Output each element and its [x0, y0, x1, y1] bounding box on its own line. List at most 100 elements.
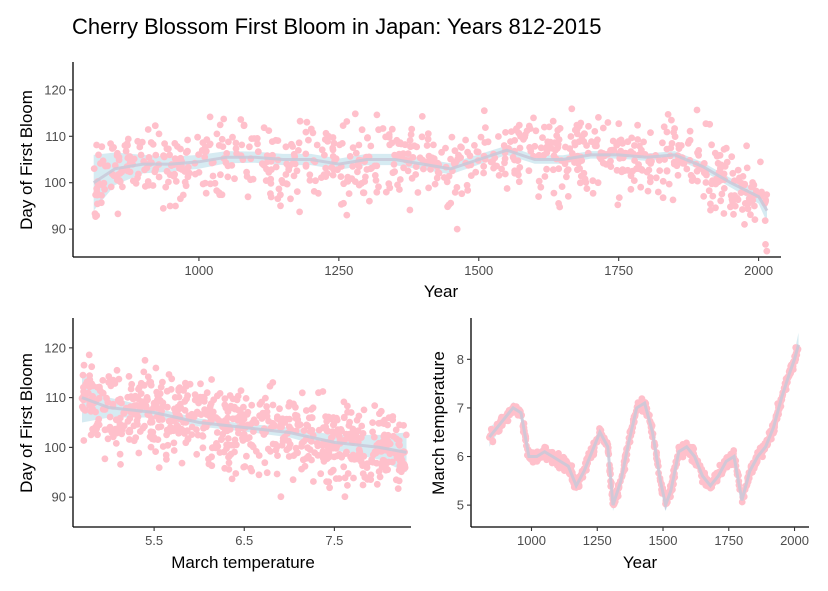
data-point: [462, 136, 469, 144]
data-point: [157, 383, 165, 391]
data-point: [90, 165, 98, 173]
data-point: [174, 407, 182, 414]
data-point: [95, 151, 102, 159]
data-point: [364, 134, 371, 142]
data-point: [226, 452, 234, 460]
data-point: [637, 183, 645, 191]
data-point: [370, 433, 378, 441]
data-point: [341, 474, 349, 482]
data-point: [394, 485, 402, 492]
data-point: [318, 146, 326, 154]
data-point: [107, 183, 115, 191]
data-point: [184, 147, 191, 155]
data-point: [375, 468, 383, 475]
data-point: [721, 163, 729, 170]
data-point: [408, 174, 416, 182]
data-point: [111, 380, 119, 387]
x-axis-title: March temperature: [171, 553, 315, 572]
data-point: [178, 459, 186, 467]
data-point: [219, 143, 227, 151]
data-point: [303, 118, 311, 126]
data-point: [182, 182, 190, 190]
data-point: [283, 415, 290, 423]
data-point: [237, 387, 245, 394]
data-point: [746, 198, 754, 205]
data-point: [238, 141, 246, 149]
data-point: [351, 178, 359, 186]
data-point: [274, 137, 282, 145]
data-point: [515, 121, 523, 129]
data-point: [195, 169, 203, 176]
data-point: [199, 180, 207, 188]
data-point: [320, 458, 328, 465]
data-point: [384, 431, 392, 439]
data-point: [170, 439, 178, 447]
data-point: [161, 140, 169, 148]
data-point: [663, 128, 671, 136]
data-point: [96, 387, 104, 395]
data-point: [394, 181, 401, 189]
data-point: [593, 142, 600, 150]
data-point: [489, 438, 497, 446]
data-point: [136, 428, 144, 435]
data-point: [162, 451, 170, 459]
data-point: [147, 443, 155, 451]
data-point: [226, 392, 234, 399]
data-point: [260, 124, 268, 132]
data-point: [549, 166, 557, 174]
data-point: [254, 148, 262, 156]
data-point: [263, 403, 270, 410]
data-point: [232, 145, 240, 152]
data-point: [126, 168, 134, 176]
data-point: [341, 493, 349, 501]
data-point: [580, 169, 588, 177]
data-point: [141, 356, 149, 364]
data-point: [223, 427, 231, 435]
data-point: [647, 174, 654, 181]
data-point: [402, 431, 410, 439]
data-points: [78, 351, 410, 501]
data-point: [224, 173, 232, 181]
data-point: [304, 422, 312, 430]
data-point: [367, 476, 375, 483]
data-point: [165, 371, 173, 378]
smooth-line: [92, 148, 769, 212]
data-point: [93, 212, 101, 219]
data-point: [728, 153, 736, 161]
data-point: [172, 178, 180, 185]
data-point: [116, 414, 124, 422]
data-point: [354, 168, 361, 176]
data-point: [229, 133, 236, 141]
data-point: [420, 165, 427, 173]
data-point: [163, 431, 171, 439]
data-point: [591, 127, 599, 135]
data-point: [278, 177, 286, 184]
data-point: [399, 150, 407, 158]
data-point: [197, 380, 204, 388]
data-point: [344, 408, 351, 416]
data-point: [269, 379, 277, 386]
data-point: [164, 441, 172, 449]
data-point: [679, 159, 687, 167]
data-point: [663, 167, 671, 175]
data-point: [395, 477, 403, 485]
data-point: [693, 106, 701, 114]
data-point: [101, 455, 109, 463]
data-point: [206, 113, 214, 121]
data-point: [94, 431, 101, 439]
data-point: [128, 380, 136, 388]
data-point: [688, 177, 696, 185]
data-point: [337, 173, 345, 181]
data-point: [594, 136, 601, 144]
data-point: [683, 165, 691, 173]
data-point: [375, 126, 382, 134]
data-point: [512, 126, 520, 134]
data-point: [305, 136, 312, 144]
data-point: [503, 185, 511, 192]
data-point: [375, 419, 383, 427]
data-point: [576, 179, 584, 187]
data-point: [314, 442, 322, 450]
data-point: [549, 117, 557, 125]
data-point: [705, 187, 713, 195]
data-point: [668, 116, 675, 124]
